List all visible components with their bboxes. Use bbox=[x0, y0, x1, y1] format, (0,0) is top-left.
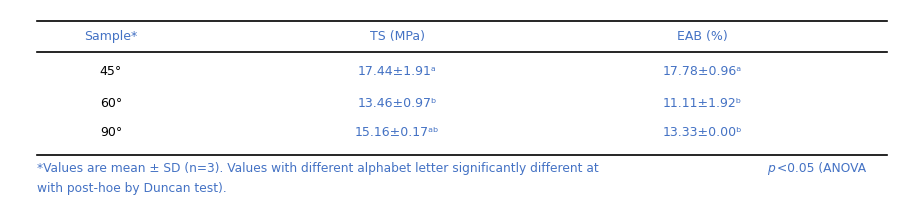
Text: 90°: 90° bbox=[100, 126, 122, 139]
Text: 45°: 45° bbox=[100, 65, 122, 78]
Text: 17.78±0.96ᵃ: 17.78±0.96ᵃ bbox=[663, 65, 742, 78]
Text: 15.16±0.17ᵃᵇ: 15.16±0.17ᵃᵇ bbox=[355, 126, 440, 139]
Text: TS (MPa): TS (MPa) bbox=[370, 30, 425, 43]
Text: *Values are mean ± SD (n=3). Values with different alphabet letter significantly: *Values are mean ± SD (n=3). Values with… bbox=[37, 162, 602, 175]
Text: with post-hoe by Duncan test).: with post-hoe by Duncan test). bbox=[37, 182, 226, 195]
Text: 13.33±0.00ᵇ: 13.33±0.00ᵇ bbox=[663, 126, 742, 139]
Text: p: p bbox=[767, 162, 774, 175]
Text: 13.46±0.97ᵇ: 13.46±0.97ᵇ bbox=[358, 97, 437, 110]
Text: 11.11±1.92ᵇ: 11.11±1.92ᵇ bbox=[663, 97, 742, 110]
Text: Sample*: Sample* bbox=[84, 30, 138, 43]
Text: 17.44±1.91ᵃ: 17.44±1.91ᵃ bbox=[358, 65, 437, 78]
Text: 60°: 60° bbox=[100, 97, 122, 110]
Text: EAB (%): EAB (%) bbox=[677, 30, 727, 43]
Text: <0.05 (ANOVA: <0.05 (ANOVA bbox=[777, 162, 866, 175]
